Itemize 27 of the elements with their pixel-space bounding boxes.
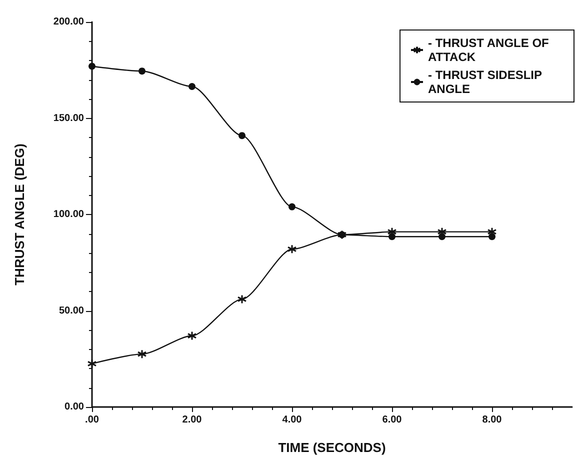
point — [237, 294, 247, 304]
x-tick-label: 2.00 — [182, 414, 202, 426]
point — [488, 233, 496, 240]
x-tick-label: 8.00 — [482, 414, 502, 426]
x-axis-title: TIME (SECONDS) — [278, 440, 386, 455]
y-tick-label: 100.00 — [53, 209, 84, 220]
point — [188, 82, 196, 90]
legend-label: - THRUST ANGLE OF ATTACK — [428, 36, 552, 64]
point — [137, 349, 147, 359]
y-tick-label: 50.00 — [58, 305, 84, 316]
point — [288, 203, 296, 210]
point — [287, 244, 297, 254]
y-tick-label: 150.00 — [53, 112, 84, 124]
point — [438, 233, 446, 240]
legend-label: - THRUST SIDESLIP ANGLE — [428, 68, 546, 96]
point — [238, 132, 246, 140]
point — [88, 62, 96, 70]
x-tick-label: 4.00 — [282, 414, 302, 426]
y-axis-title: THRUST ANGLE (DEG) — [12, 144, 27, 286]
x-tick-label: 6.00 — [382, 414, 402, 426]
x-tick-label: .00 — [85, 414, 100, 426]
point — [388, 233, 396, 240]
y-tick-label: 200.00 — [53, 16, 84, 28]
point — [138, 68, 146, 75]
point — [87, 358, 97, 368]
y-tick-label: 0.00 — [64, 402, 84, 412]
point — [187, 331, 197, 341]
